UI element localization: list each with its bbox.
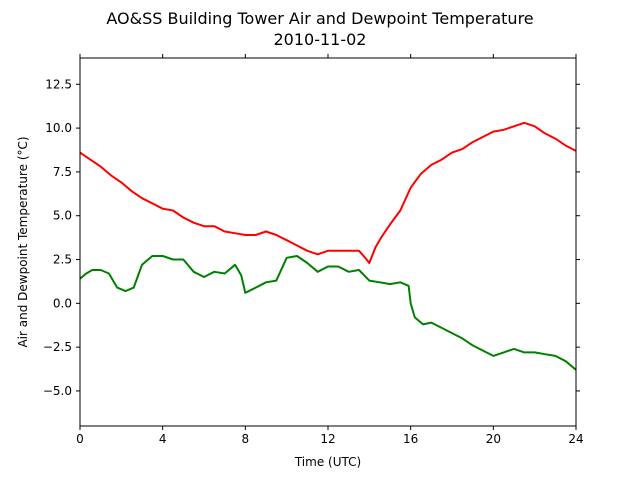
y-tick-label: 7.5 (53, 165, 72, 179)
axes-layer: 0 4 8 12 16 20 24 −5.0 −2.5 0.0 2.5 5.0 7.5 10.0 12.5 (43, 54, 584, 446)
series-line-1 (79, 121, 577, 264)
x-tick-label: 4 (159, 432, 167, 446)
series-layer (79, 121, 577, 371)
y-tick-label: 10.0 (45, 121, 72, 135)
y-tick-label: 12.5 (45, 77, 72, 91)
x-tick-label: 24 (568, 432, 583, 446)
series-line-2 (79, 255, 577, 371)
chart-subtitle: 2010-11-02 (274, 30, 367, 49)
y-tick-label: −5.0 (43, 384, 72, 398)
y-axis-label: Air and Dewpoint Temperature (°C) (16, 136, 30, 347)
x-tick-label: 20 (486, 432, 501, 446)
x-tick-label: 16 (403, 432, 418, 446)
y-tick-label: 0.0 (53, 296, 72, 310)
chart-title: AO&SS Building Tower Air and Dewpoint Te… (106, 9, 533, 28)
x-axis-label: Time (UTC) (294, 455, 361, 469)
x-tick-label: 0 (76, 432, 84, 446)
y-tick-label: −2.5 (43, 340, 72, 354)
y-tick-label: 5.0 (53, 209, 72, 223)
y-tick-label: 2.5 (53, 253, 72, 267)
x-tick-label: 12 (320, 432, 335, 446)
x-tick-label: 8 (242, 432, 250, 446)
